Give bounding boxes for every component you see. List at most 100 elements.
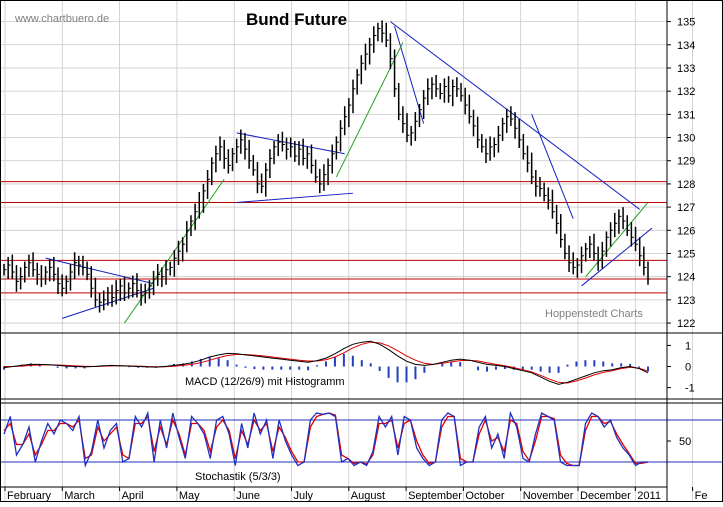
price-bar: [48, 259, 53, 282]
price-bar: [618, 209, 622, 234]
price-bar: [522, 134, 526, 160]
price-bar: [73, 252, 78, 279]
price-bar: [285, 137, 290, 160]
price-bar: [260, 173, 265, 194]
price-bar: [169, 261, 173, 276]
price-bar: [15, 265, 19, 292]
price-bar: [173, 250, 177, 277]
price-bar: [626, 215, 630, 237]
price-bar: [451, 79, 456, 107]
price-bar: [381, 20, 385, 43]
price-bar: [256, 161, 260, 194]
trendline-down: [45, 257, 154, 285]
price-bar: [485, 138, 489, 164]
price-bar: [252, 154, 256, 176]
price-bar: [597, 246, 601, 271]
price-bar: [11, 254, 15, 279]
x-tick-label: March: [64, 490, 95, 502]
price-bar: [177, 240, 182, 266]
support-resistance-lines: [0, 181, 667, 294]
price-bar: [460, 83, 464, 102]
macd-label: MACD (12/26/9) mit Histogramm: [185, 376, 345, 388]
x-tick-label: Fe: [695, 490, 708, 502]
trendline-up: [335, 42, 404, 178]
price-tick-label: 131: [677, 109, 695, 121]
price-bar: [368, 37, 373, 65]
site-label: www.chartbuero.de: [14, 13, 109, 25]
price-bar: [281, 131, 285, 152]
price-bar: [514, 112, 518, 139]
price-tick-label: 135: [677, 17, 695, 29]
price-tick-label: 129: [677, 156, 695, 168]
price-bar: [609, 222, 614, 247]
price-bar: [111, 284, 115, 307]
price-bar: [576, 258, 580, 278]
price-bar: [298, 141, 302, 166]
price-bar: [543, 182, 547, 202]
price-bar: [584, 243, 589, 262]
price-bar: [7, 256, 11, 279]
price-bar: [547, 187, 551, 210]
price-bar: [638, 237, 643, 267]
price-bar: [215, 145, 219, 173]
price-bar: [40, 265, 44, 288]
price-bar: [69, 263, 73, 291]
price-bar: [94, 277, 98, 307]
price-tick-label: 125: [677, 248, 695, 260]
price-bar: [427, 78, 431, 106]
price-bar: [476, 116, 481, 148]
trendline-down: [236, 192, 354, 203]
price-bar: [32, 252, 36, 277]
price-bar: [348, 98, 352, 128]
price-bar: [505, 108, 510, 133]
x-tick-label: 2011: [637, 490, 661, 502]
price-bar: [373, 26, 377, 53]
price-bar: [593, 233, 597, 261]
price-bar: [555, 204, 560, 234]
price-bar: [510, 106, 514, 126]
price-bar: [202, 183, 206, 213]
price-bar: [119, 278, 123, 302]
price-bar: [622, 207, 626, 230]
price-bar: [364, 43, 368, 71]
price-bar: [148, 280, 152, 299]
price-bar: [194, 203, 198, 231]
price-bar: [443, 78, 447, 103]
price-bar: [439, 83, 443, 100]
price-tick-label: 127: [677, 202, 695, 214]
price-bar: [231, 147, 236, 172]
price-bar: [481, 134, 485, 153]
price-bar: [223, 139, 227, 169]
price-bar: [235, 138, 240, 164]
chart-title: Bund Future: [246, 10, 347, 29]
price-bar: [86, 261, 90, 281]
price-bar: [210, 157, 215, 186]
price-bar: [447, 76, 452, 103]
price-bar: [431, 77, 435, 100]
price-bar: [493, 137, 497, 158]
price-bar: [356, 69, 360, 95]
price-bar: [123, 276, 127, 302]
price-bar: [78, 255, 82, 276]
price-bar: [630, 222, 634, 247]
price-bar: [140, 283, 144, 306]
price-bar: [198, 192, 202, 219]
price-tick-label: 130: [677, 133, 695, 145]
price-bar: [19, 267, 24, 290]
price-bar: [102, 290, 107, 311]
price-tick-label: 132: [677, 86, 695, 98]
stoch-tick-label: 50: [679, 436, 691, 448]
price-tick-label: 133: [677, 63, 695, 75]
price-bar: [314, 159, 319, 183]
trendline-up: [585, 202, 649, 277]
price-bar: [422, 90, 427, 119]
price-bar: [497, 125, 501, 153]
x-axis: February March April May June July August Septe…: [0, 486, 708, 502]
price-bar: [389, 33, 393, 70]
price-bar: [265, 163, 269, 197]
price-bar: [360, 55, 364, 85]
trendline-down: [581, 227, 653, 287]
price-tick-label: 128: [677, 179, 695, 191]
price-bar: [115, 280, 119, 305]
price-bar: [136, 273, 140, 298]
